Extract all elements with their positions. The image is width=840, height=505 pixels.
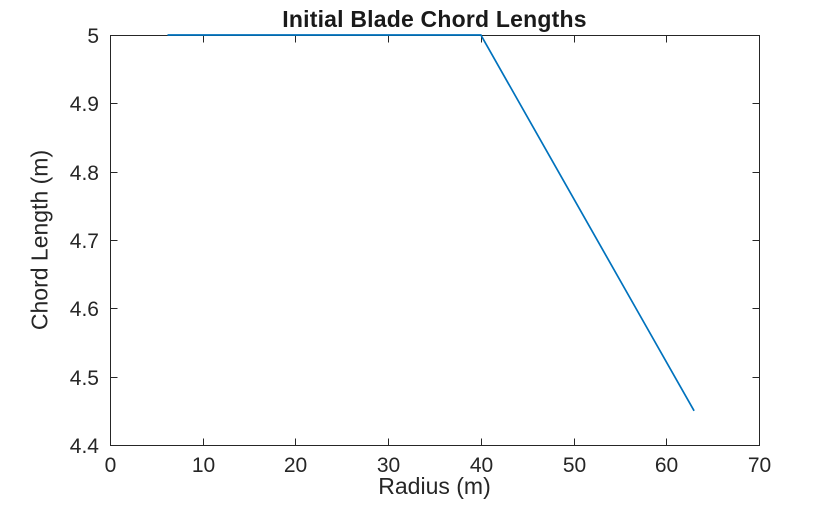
x-tick-label: 60 (655, 454, 678, 477)
y-tick-label: 4.7 (70, 230, 99, 253)
data-line (167, 34, 695, 412)
y-tick-label: 4.6 (70, 298, 99, 321)
x-tick-label: 10 (192, 454, 215, 477)
x-tick-label: 20 (284, 454, 307, 477)
x-tick-label: 70 (748, 454, 771, 477)
y-axis-label: Chord Length (m) (26, 149, 53, 331)
x-axis-label: Radius (m) (378, 473, 491, 499)
y-tick-label: 4.4 (70, 435, 100, 458)
y-tick-label: 4.8 (70, 162, 99, 185)
y-tick-label: 5 (87, 25, 99, 48)
chart-title: Initial Blade Chord Lengths (282, 6, 587, 32)
x-tick-label: 30 (377, 454, 400, 477)
x-tick-label: 40 (470, 454, 493, 477)
x-tick-label: 50 (563, 454, 586, 477)
y-tick-label: 4.5 (70, 367, 99, 390)
plot-border (110, 35, 760, 446)
x-tick-label: 0 (105, 454, 117, 477)
y-tick-label: 4.9 (70, 93, 99, 116)
